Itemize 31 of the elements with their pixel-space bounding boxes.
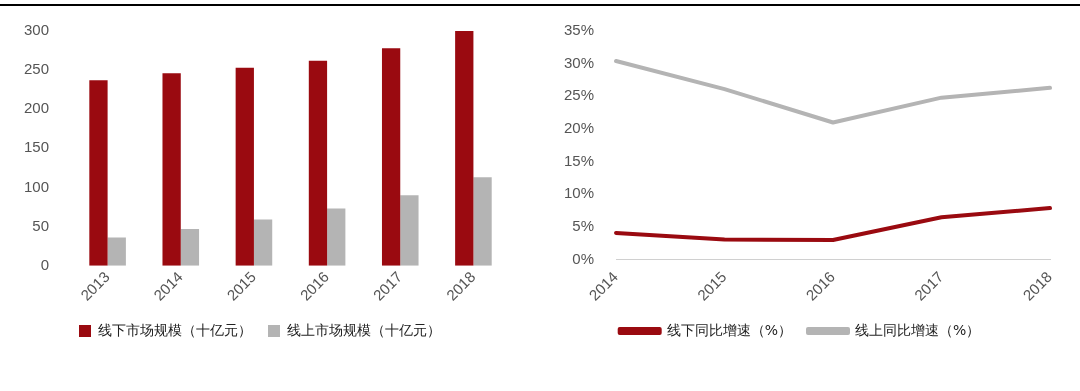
y-tick-label: 20% bbox=[563, 119, 595, 137]
bar bbox=[89, 80, 108, 266]
y-tick-label: 25% bbox=[563, 86, 595, 104]
y-tick-label: 200 bbox=[24, 99, 50, 117]
bar bbox=[400, 195, 419, 266]
y-tick-label: 0% bbox=[572, 249, 595, 267]
bar bbox=[308, 60, 328, 266]
legend-label: 线下同比增速（%） bbox=[666, 321, 793, 338]
y-tick-label: 250 bbox=[24, 60, 50, 78]
bar bbox=[107, 237, 126, 266]
legend-label: 线上市场规模（十亿元） bbox=[287, 321, 441, 338]
y-tick-label: 50 bbox=[32, 216, 50, 234]
y-tick-label: 15% bbox=[563, 151, 595, 169]
y-tick-label: 150 bbox=[24, 138, 50, 156]
y-tick-label: 35% bbox=[563, 21, 595, 39]
bar bbox=[235, 67, 254, 266]
y-tick-label: 300 bbox=[24, 21, 50, 39]
bar bbox=[162, 73, 181, 266]
bar bbox=[381, 48, 401, 266]
bar bbox=[253, 219, 273, 266]
bar bbox=[180, 228, 200, 266]
bar bbox=[327, 208, 346, 266]
legend-label: 线上同比增速（%） bbox=[855, 321, 981, 338]
y-tick-label: 30% bbox=[563, 53, 595, 71]
y-tick-label: 100 bbox=[24, 177, 50, 195]
bar bbox=[473, 177, 492, 266]
legend-label: 线下市场规模（十亿元） bbox=[98, 321, 252, 338]
y-tick-label: 10% bbox=[563, 184, 595, 202]
y-tick-label: 0 bbox=[40, 255, 50, 273]
y-tick-label: 5% bbox=[572, 217, 595, 235]
bar bbox=[455, 31, 474, 266]
